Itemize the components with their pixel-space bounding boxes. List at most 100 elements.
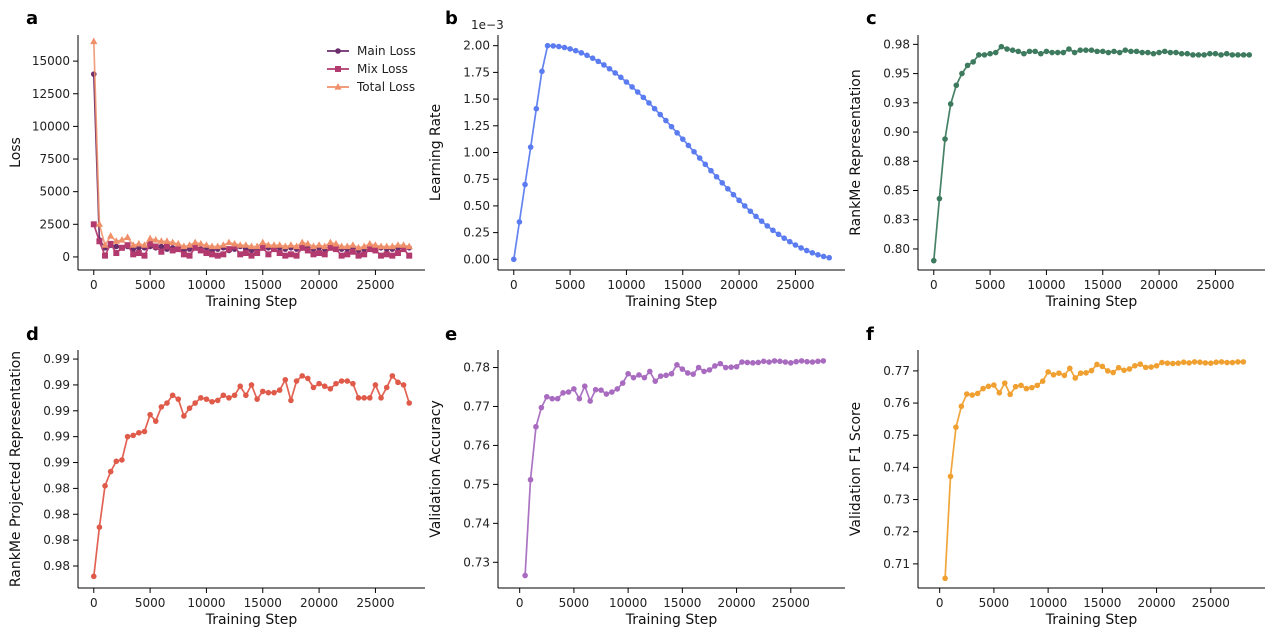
y-tick-label: 1.00 xyxy=(463,146,490,160)
data-point xyxy=(1142,364,1149,371)
data-point xyxy=(755,359,762,366)
data-point xyxy=(1156,49,1162,56)
data-point xyxy=(630,374,637,381)
y-offset-text: 1e−3 xyxy=(471,18,504,32)
data-point xyxy=(1132,362,1138,369)
data-point xyxy=(141,252,148,259)
data-point xyxy=(254,250,261,257)
data-point xyxy=(1111,48,1117,55)
series-line xyxy=(932,45,1250,261)
x-tick-label: 0 xyxy=(90,596,98,610)
series-e-0 xyxy=(522,358,827,579)
x-tick-label: 20000 xyxy=(300,278,338,292)
data-point xyxy=(629,84,635,90)
data-point xyxy=(327,244,334,251)
data-point xyxy=(625,370,631,377)
x-tick-label: 25000 xyxy=(772,596,810,610)
panel-letter: f xyxy=(866,324,874,345)
data-point xyxy=(1094,48,1100,55)
data-point xyxy=(1184,50,1191,57)
x-axis-label: Training Step xyxy=(625,294,718,310)
data-point xyxy=(1026,48,1033,55)
data-point xyxy=(406,252,413,259)
data-point xyxy=(332,239,340,247)
data-point xyxy=(1164,360,1171,366)
y-tick-label: 0.85 xyxy=(883,183,910,197)
data-point xyxy=(771,358,778,364)
data-point xyxy=(1175,360,1182,366)
data-point xyxy=(695,364,702,371)
data-point xyxy=(118,244,125,251)
data-point xyxy=(282,376,289,383)
data-point xyxy=(936,195,943,202)
data-point xyxy=(722,364,729,371)
data-point xyxy=(243,392,249,399)
data-point xyxy=(1246,52,1253,58)
y-tick-label: 7500 xyxy=(39,152,70,166)
y-tick-label: 0.71 xyxy=(883,557,910,571)
data-point xyxy=(321,383,328,390)
y-tick-label: 0.99 xyxy=(43,352,70,366)
data-point xyxy=(327,386,334,392)
data-point xyxy=(1240,52,1247,58)
data-point xyxy=(527,476,534,483)
series-b-0 xyxy=(510,42,833,263)
y-axis-label: RankMe Projected Representation xyxy=(8,351,24,587)
data-point xyxy=(953,424,959,430)
data-point xyxy=(1099,363,1106,370)
data-point xyxy=(271,246,278,253)
data-point xyxy=(691,148,697,155)
data-point xyxy=(1235,52,1241,58)
y-tick-label: 0.99 xyxy=(43,378,70,392)
data-point xyxy=(516,219,523,225)
data-point xyxy=(1110,369,1116,376)
data-point xyxy=(587,398,593,404)
x-tick-label: 25000 xyxy=(356,278,394,292)
data-point xyxy=(606,65,613,72)
data-point xyxy=(987,50,993,57)
x-tick-label: 0 xyxy=(510,278,518,292)
data-point xyxy=(270,241,278,248)
y-tick-label: 0.50 xyxy=(463,199,490,213)
y-axis-label: Learning Rate xyxy=(428,104,444,201)
data-point xyxy=(96,238,103,245)
data-point xyxy=(203,250,210,257)
y-tick-label: 0.98 xyxy=(43,559,70,573)
data-point xyxy=(674,362,680,368)
data-point xyxy=(930,257,937,264)
data-point xyxy=(113,250,120,257)
data-point xyxy=(1067,365,1073,372)
data-point xyxy=(90,573,97,580)
data-point xyxy=(96,524,103,531)
data-point xyxy=(293,378,300,384)
y-tick-label: 0.98 xyxy=(43,507,70,521)
y-tick-label: 2500 xyxy=(39,217,70,231)
data-point xyxy=(101,241,109,248)
series-line xyxy=(92,74,410,252)
data-point xyxy=(361,251,368,258)
panel-letter: c xyxy=(866,8,877,29)
data-point xyxy=(169,247,176,254)
y-tick-label: 0.77 xyxy=(463,399,490,413)
data-point xyxy=(141,428,148,435)
data-point xyxy=(1038,50,1044,57)
data-point xyxy=(1195,52,1202,58)
data-point xyxy=(310,384,317,391)
x-tick-label: 15000 xyxy=(244,278,282,292)
data-point xyxy=(634,89,641,95)
data-point xyxy=(293,252,300,259)
data-point xyxy=(163,237,171,244)
x-tick-label: 15000 xyxy=(1084,278,1122,292)
data-point xyxy=(820,253,827,260)
data-point xyxy=(197,247,204,254)
panel-c: c 0 5000 10000 15000 20000 25000 0.80 0.83 0.85 0.… xyxy=(848,8,1265,310)
data-point xyxy=(985,383,992,390)
data-point xyxy=(974,390,981,397)
data-point xyxy=(214,242,222,250)
data-point xyxy=(405,242,413,250)
data-point xyxy=(1088,367,1095,374)
data-point xyxy=(389,373,396,379)
data-point xyxy=(619,380,626,386)
data-point xyxy=(1218,359,1225,365)
data-point xyxy=(338,242,346,250)
